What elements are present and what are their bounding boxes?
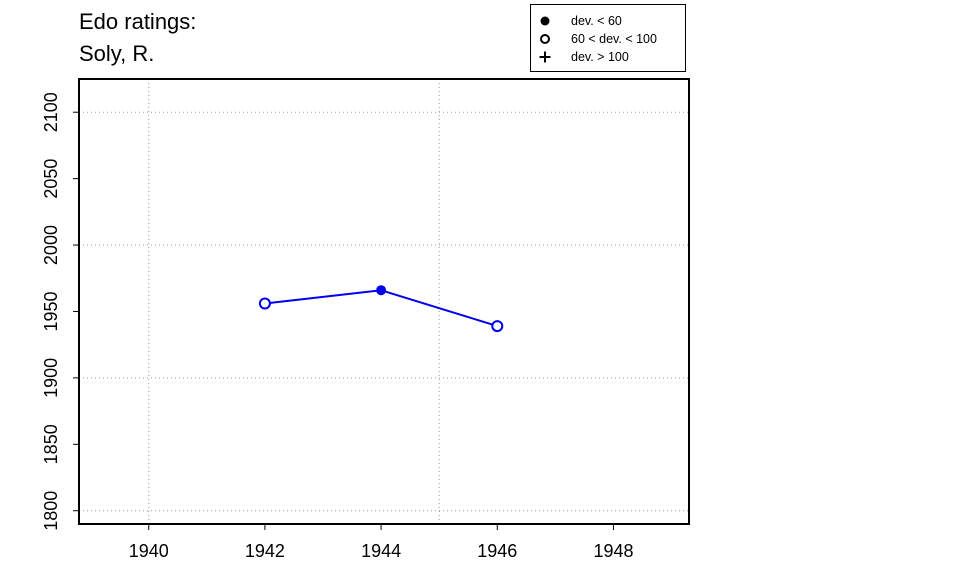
- chart-title-line-1: Edo ratings:: [79, 9, 197, 34]
- filled-circle-icon: [540, 16, 550, 26]
- legend-label: dev. < 60: [571, 14, 622, 28]
- data-point: [491, 320, 504, 333]
- x-tick-label: 1946: [477, 541, 517, 561]
- chart-title-line-2: Soly, R.: [79, 41, 155, 66]
- x-tick-label: 1944: [361, 541, 401, 561]
- data-point: [376, 285, 387, 296]
- x-tick-label: 1948: [593, 541, 633, 561]
- legend-item-low-dev: dev. < 60: [531, 12, 685, 30]
- y-tick-label: 2050: [41, 159, 61, 199]
- y-tick-label: 1900: [41, 358, 61, 398]
- y-tick-label: 1950: [41, 291, 61, 331]
- x-tick-label: 1942: [245, 541, 285, 561]
- legend-item-high-dev: dev. > 100: [531, 48, 685, 66]
- open-circle-icon: [540, 34, 550, 44]
- series-line: [264, 289, 498, 328]
- plot-frame: [78, 78, 690, 525]
- plus-icon: [539, 51, 551, 63]
- legend-item-mid-dev: 60 < dev. < 100: [531, 30, 685, 48]
- legend-label: dev. > 100: [571, 50, 629, 64]
- y-tick-label: 2000: [41, 225, 61, 265]
- chart-legend: dev. < 60 60 < dev. < 100 dev. > 100: [530, 4, 686, 72]
- legend-label: 60 < dev. < 100: [571, 32, 657, 46]
- x-tick-label: 1940: [129, 541, 169, 561]
- y-tick-label: 2100: [41, 92, 61, 132]
- y-tick-label: 1850: [41, 424, 61, 464]
- data-point: [258, 297, 271, 310]
- y-tick-label: 1800: [41, 491, 61, 531]
